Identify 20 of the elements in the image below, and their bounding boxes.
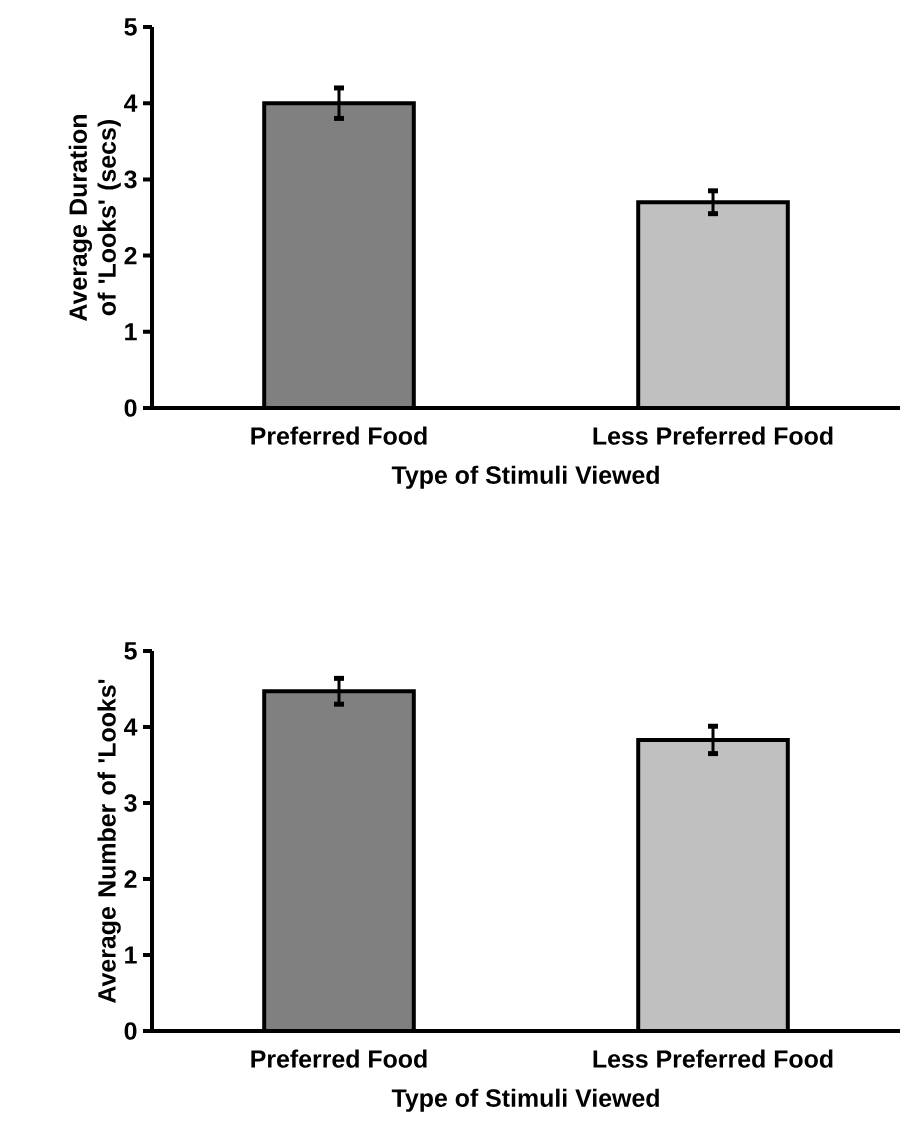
y-tick-label: 1 [125, 323, 137, 341]
y-tick-label: 2 [124, 870, 137, 888]
x-tick-label: Less Preferred Food [593, 426, 833, 445]
y-tick-label: 3 [124, 170, 137, 189]
y-tick-label: 4 [124, 94, 138, 112]
y-tick-label: 5 [124, 18, 137, 36]
y-axis-title: Average Number of 'Looks' [97, 679, 121, 1003]
y-axis-title: Average Duration of 'Looks' (secs) [68, 115, 121, 321]
y-tick-label: 1 [125, 946, 137, 964]
y-tick-label: 5 [124, 642, 137, 660]
x-tick-label: Less Preferred Food [593, 1049, 833, 1068]
y-tick-label: 2 [124, 246, 137, 265]
y-tick-label: 0 [124, 1022, 137, 1040]
x-axis-title: Type of Stimuli Viewed [391, 1088, 659, 1112]
y-tick-label: 3 [124, 794, 137, 812]
x-tick-label: Preferred Food [251, 1049, 427, 1068]
y-tick-label: 0 [124, 399, 137, 417]
y-tick-label: 4 [124, 718, 138, 736]
x-tick-label: Preferred Food [251, 426, 427, 445]
x-axis-title: Type of Stimuli Viewed [391, 465, 659, 489]
